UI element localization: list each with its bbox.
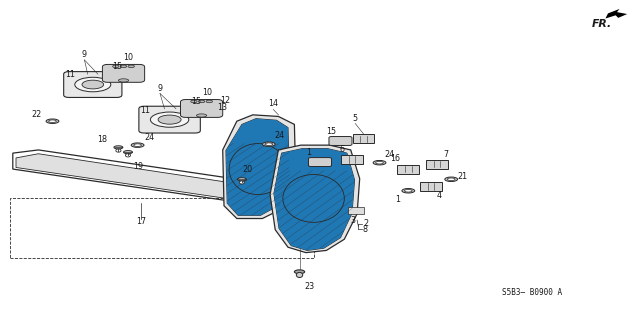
- FancyBboxPatch shape: [63, 72, 122, 98]
- Ellipse shape: [114, 146, 123, 149]
- Polygon shape: [274, 149, 355, 250]
- Text: 5: 5: [353, 114, 358, 123]
- Text: 15: 15: [326, 127, 337, 136]
- Text: 8: 8: [363, 225, 368, 234]
- Ellipse shape: [128, 65, 134, 68]
- Ellipse shape: [402, 189, 415, 193]
- FancyBboxPatch shape: [180, 100, 223, 117]
- Text: 12: 12: [220, 96, 230, 105]
- FancyBboxPatch shape: [420, 182, 442, 191]
- FancyBboxPatch shape: [353, 134, 374, 143]
- Text: 7: 7: [444, 150, 449, 159]
- Bar: [10, 198, 314, 258]
- FancyBboxPatch shape: [329, 137, 352, 145]
- Text: 24: 24: [144, 133, 154, 142]
- Ellipse shape: [445, 177, 458, 182]
- Ellipse shape: [237, 178, 246, 181]
- Ellipse shape: [191, 100, 197, 103]
- Ellipse shape: [296, 272, 303, 278]
- Text: 1: 1: [395, 195, 400, 204]
- FancyBboxPatch shape: [285, 153, 298, 163]
- Text: 9: 9: [157, 84, 163, 93]
- FancyBboxPatch shape: [348, 207, 364, 214]
- Text: 14: 14: [268, 99, 278, 108]
- Text: 9: 9: [82, 50, 87, 59]
- Ellipse shape: [198, 100, 205, 103]
- Ellipse shape: [116, 149, 121, 152]
- Text: 11: 11: [140, 106, 150, 115]
- Ellipse shape: [134, 144, 141, 146]
- Polygon shape: [226, 119, 289, 215]
- Ellipse shape: [113, 65, 119, 68]
- Text: S5B3— B0900 A: S5B3— B0900 A: [502, 288, 563, 297]
- Polygon shape: [226, 119, 289, 215]
- Ellipse shape: [294, 270, 305, 274]
- Text: 19: 19: [133, 162, 143, 171]
- Text: 17: 17: [136, 217, 146, 226]
- Ellipse shape: [125, 154, 131, 157]
- Ellipse shape: [404, 189, 412, 192]
- Ellipse shape: [124, 151, 132, 154]
- Polygon shape: [605, 9, 627, 19]
- Text: 20: 20: [242, 165, 252, 174]
- Ellipse shape: [265, 143, 273, 145]
- Ellipse shape: [262, 142, 275, 146]
- Text: 4: 4: [436, 191, 442, 200]
- Text: 11: 11: [65, 70, 76, 79]
- Ellipse shape: [118, 79, 129, 82]
- Ellipse shape: [447, 178, 455, 181]
- Text: 21: 21: [458, 172, 468, 181]
- Polygon shape: [270, 145, 360, 253]
- Ellipse shape: [196, 114, 207, 117]
- Text: 18: 18: [97, 135, 108, 144]
- Ellipse shape: [46, 119, 59, 123]
- Polygon shape: [13, 150, 320, 211]
- Polygon shape: [274, 149, 355, 250]
- Ellipse shape: [120, 65, 127, 68]
- Ellipse shape: [82, 80, 104, 89]
- Text: 13: 13: [217, 103, 227, 112]
- Text: 15: 15: [112, 63, 122, 71]
- Ellipse shape: [131, 143, 144, 147]
- Ellipse shape: [49, 120, 56, 122]
- Ellipse shape: [376, 161, 383, 164]
- FancyBboxPatch shape: [426, 160, 448, 169]
- Text: 3: 3: [350, 216, 355, 225]
- Text: 24: 24: [274, 131, 284, 140]
- Polygon shape: [223, 115, 296, 219]
- Ellipse shape: [239, 181, 244, 184]
- Text: 22: 22: [31, 110, 42, 119]
- Ellipse shape: [158, 115, 181, 124]
- Text: 6: 6: [339, 145, 344, 154]
- Text: FR.: FR.: [591, 19, 611, 29]
- FancyBboxPatch shape: [102, 64, 145, 82]
- Text: 10: 10: [124, 53, 134, 62]
- Text: 24: 24: [384, 150, 394, 159]
- Text: 10: 10: [202, 88, 212, 97]
- Text: 2: 2: [363, 219, 368, 228]
- Text: 1: 1: [306, 148, 311, 157]
- Ellipse shape: [206, 100, 212, 103]
- Polygon shape: [16, 154, 314, 208]
- FancyBboxPatch shape: [139, 106, 200, 133]
- FancyBboxPatch shape: [308, 158, 332, 167]
- Ellipse shape: [75, 77, 111, 92]
- Text: 16: 16: [390, 154, 400, 163]
- Ellipse shape: [150, 112, 189, 127]
- Text: 15: 15: [191, 97, 201, 106]
- FancyBboxPatch shape: [285, 175, 297, 182]
- Ellipse shape: [373, 160, 386, 165]
- FancyBboxPatch shape: [397, 165, 419, 174]
- FancyBboxPatch shape: [341, 155, 363, 164]
- Text: 23: 23: [304, 282, 314, 291]
